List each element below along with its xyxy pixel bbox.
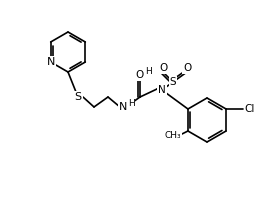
Text: Cl: Cl bbox=[245, 104, 255, 114]
Text: N: N bbox=[47, 57, 55, 67]
Text: CH₃: CH₃ bbox=[165, 132, 181, 140]
Text: O: O bbox=[183, 63, 191, 73]
Text: H: H bbox=[145, 67, 152, 75]
Text: S: S bbox=[75, 92, 82, 102]
Text: H: H bbox=[128, 98, 135, 108]
Text: N: N bbox=[158, 85, 166, 95]
Text: S: S bbox=[170, 77, 176, 87]
Text: O: O bbox=[159, 63, 167, 73]
Text: N: N bbox=[119, 102, 127, 112]
Text: O: O bbox=[136, 70, 144, 80]
